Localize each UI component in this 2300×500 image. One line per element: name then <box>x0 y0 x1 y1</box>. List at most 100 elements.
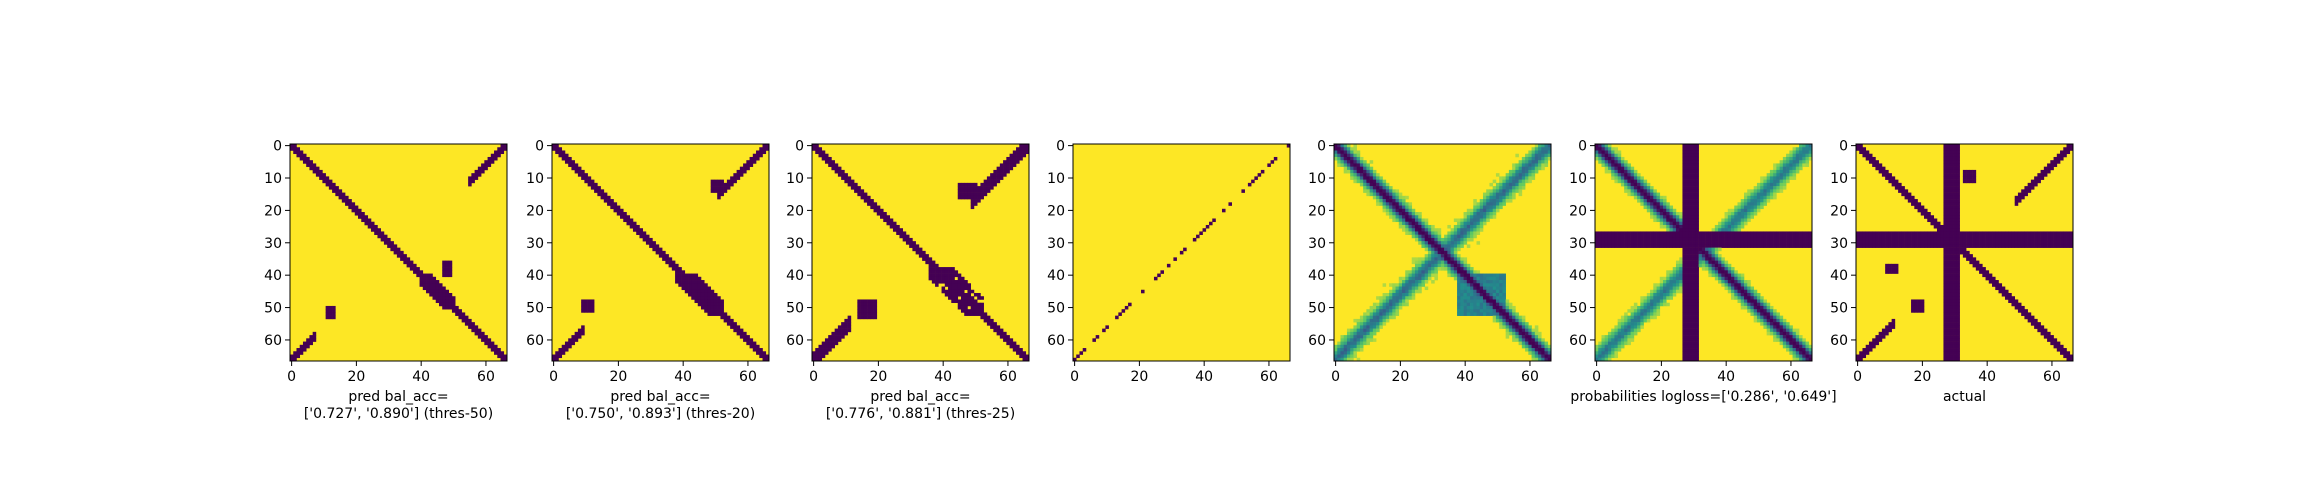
heatmap-cell <box>1473 215 1477 219</box>
heatmap-cell <box>1385 182 1390 187</box>
heatmap-cell <box>821 153 826 158</box>
heatmap-cell <box>1949 199 1954 203</box>
heatmap-cell <box>474 173 479 177</box>
heatmap-cell <box>2056 153 2061 158</box>
heatmap-cell <box>1695 273 1699 278</box>
heatmap-cell <box>445 289 449 294</box>
heatmap-cell <box>1692 286 1696 291</box>
heatmap-cell <box>1692 241 1696 245</box>
heatmap-cell <box>1727 241 1732 245</box>
y-tick-label: 50 <box>1308 301 1326 317</box>
heatmap-cell <box>1482 280 1487 284</box>
heatmap-cell <box>1956 173 1960 177</box>
heatmap-cell <box>2040 241 2045 245</box>
heatmap-cell <box>1411 234 1416 239</box>
heatmap-cell <box>1595 147 1599 151</box>
heatmap-cell <box>568 160 572 164</box>
heatmap-cell <box>1972 173 1977 177</box>
heatmap-cell <box>1692 205 1696 210</box>
heatmap-cell <box>1505 328 1510 333</box>
heatmap-cell <box>1685 351 1690 355</box>
heatmap-cell <box>312 166 317 171</box>
heatmap-cell <box>1669 273 1674 278</box>
heatmap-cell <box>1688 257 1693 261</box>
heatmap-cell <box>636 231 640 235</box>
heatmap-cell <box>471 322 475 326</box>
heatmap-cell <box>1808 357 1813 362</box>
heatmap-cell <box>1650 305 1654 310</box>
heatmap-cell <box>1692 237 1696 242</box>
heatmap-cell <box>1627 192 1631 197</box>
heatmap-cell <box>980 182 984 187</box>
heatmap-cell <box>1637 199 1641 203</box>
heatmap-cell <box>1482 312 1487 316</box>
heatmap-cell <box>928 263 933 268</box>
heatmap-cell <box>1979 237 1983 242</box>
heatmap-cell <box>1450 228 1455 232</box>
heatmap-cell <box>1776 231 1780 235</box>
heatmap-cell <box>733 176 737 180</box>
heatmap-cell <box>1747 215 1751 219</box>
heatmap-cell <box>1692 192 1696 197</box>
heatmap-cell <box>1356 318 1361 323</box>
heatmap-cell <box>1009 344 1014 349</box>
heatmap-cell <box>1398 212 1403 216</box>
heatmap-cell <box>1949 244 1954 248</box>
heatmap-cell <box>1669 280 1674 284</box>
heatmap-cell <box>1766 186 1771 190</box>
heatmap-cell <box>494 351 498 355</box>
heatmap-cell <box>743 335 747 339</box>
heatmap-cell <box>1907 231 1912 235</box>
heatmap-cell <box>1372 189 1377 193</box>
heatmap-cell <box>1643 237 1648 242</box>
heatmap-cell <box>973 292 978 297</box>
heatmap-cell <box>1531 335 1536 339</box>
heatmap-cell <box>860 315 865 320</box>
heatmap-cell <box>1521 338 1526 342</box>
heatmap-cell <box>1450 244 1455 248</box>
heatmap-cell <box>639 234 643 239</box>
heatmap-cell <box>1627 186 1631 190</box>
heatmap-cell <box>1502 182 1506 187</box>
heatmap-cell <box>1486 292 1490 297</box>
heatmap-cell <box>1688 224 1693 229</box>
heatmap-cell <box>1669 234 1674 239</box>
heatmap-cell <box>707 312 711 316</box>
heatmap-cell <box>857 312 861 316</box>
heatmap-cell <box>1766 328 1771 333</box>
heatmap-cell <box>1353 166 1357 171</box>
heatmap-cell <box>873 202 878 206</box>
heatmap-cell <box>1650 241 1654 245</box>
heatmap-cell <box>980 186 984 190</box>
heatmap-cell <box>1773 173 1777 177</box>
heatmap-cell <box>2004 244 2009 248</box>
heatmap-cell <box>1627 182 1631 187</box>
heatmap-cell <box>435 283 440 287</box>
heatmap-cell <box>1427 270 1432 274</box>
heatmap-cell <box>1499 318 1503 323</box>
heatmap-cell <box>1914 244 1918 248</box>
heatmap-cell <box>1528 176 1532 180</box>
heatmap-cell <box>1666 208 1670 213</box>
heatmap-cell <box>1637 325 1641 329</box>
heatmap-cell <box>497 354 501 359</box>
heatmap-cell <box>1727 276 1732 281</box>
heatmap-cell <box>1369 328 1374 333</box>
heatmap-cell <box>1943 186 1947 190</box>
heatmap-cell <box>1022 147 1027 151</box>
heatmap-cell <box>1669 283 1674 287</box>
heatmap-cell <box>1862 150 1867 155</box>
heatmap-cell <box>1356 163 1361 167</box>
heatmap-cell <box>1688 315 1693 320</box>
heatmap-cell <box>710 189 715 193</box>
heatmap-cell <box>1792 156 1797 161</box>
y-tick-label: 0 <box>1317 139 1326 155</box>
heatmap-cell <box>1769 169 1774 174</box>
heatmap-cell <box>1740 224 1745 229</box>
heatmap-cell <box>1692 163 1696 167</box>
heatmap-cell <box>1212 218 1216 223</box>
heatmap-cell <box>1466 228 1471 232</box>
heatmap-cell <box>1595 357 1599 362</box>
heatmap-cell <box>1499 325 1503 329</box>
